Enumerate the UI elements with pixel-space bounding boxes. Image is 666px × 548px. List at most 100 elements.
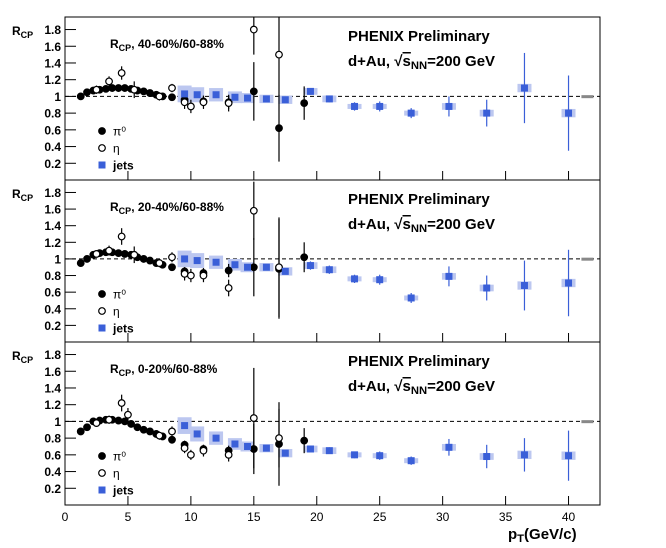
y-tick-label: 1.8 bbox=[44, 348, 61, 362]
legend-marker bbox=[98, 486, 106, 494]
marker bbox=[155, 259, 164, 267]
marker bbox=[120, 250, 129, 258]
marker bbox=[565, 279, 573, 287]
marker bbox=[445, 443, 453, 451]
plot-area bbox=[65, 367, 600, 486]
system-label-part: NN bbox=[411, 223, 427, 235]
marker bbox=[262, 444, 270, 452]
legend-label: π⁰ bbox=[113, 450, 126, 464]
plot-area bbox=[65, 17, 600, 162]
panel-label-part: CP bbox=[119, 43, 132, 53]
y-tick-label: 1.6 bbox=[44, 365, 61, 379]
marker bbox=[120, 417, 129, 426]
marker bbox=[181, 255, 189, 263]
system-label: d+Au, √sNN=200 GeV bbox=[348, 378, 495, 397]
y-axis-title: RCP bbox=[12, 24, 33, 40]
marker bbox=[224, 99, 233, 107]
marker bbox=[155, 431, 164, 440]
marker bbox=[262, 95, 270, 103]
system-label-part: d+Au, √ bbox=[348, 216, 403, 233]
marker bbox=[83, 255, 91, 263]
marker bbox=[325, 266, 333, 274]
marker bbox=[249, 87, 258, 96]
marker bbox=[199, 446, 208, 455]
marker bbox=[483, 109, 491, 117]
marker bbox=[483, 284, 491, 292]
legend-label: η bbox=[113, 142, 120, 156]
marker bbox=[180, 269, 189, 278]
marker bbox=[155, 92, 164, 101]
y-tick-label: 0.6 bbox=[44, 448, 61, 462]
marker bbox=[249, 25, 258, 34]
system-label-part: NN bbox=[411, 60, 427, 72]
panel-label-part: CP bbox=[119, 206, 132, 216]
marker bbox=[565, 109, 573, 117]
marker bbox=[249, 414, 258, 422]
x-axis-title-part: T bbox=[517, 533, 524, 545]
marker bbox=[168, 253, 176, 262]
panel-label: RCP, 0-20%/60-88% bbox=[110, 362, 218, 378]
legend-label: π⁰ bbox=[113, 288, 126, 302]
system-label: d+Au, √sNN=200 GeV bbox=[348, 216, 495, 235]
marker bbox=[117, 69, 126, 77]
system-label-part: d+Au, √ bbox=[348, 53, 403, 70]
y-tick-label: 0.4 bbox=[44, 302, 61, 316]
legend-marker bbox=[98, 290, 106, 298]
legend-marker bbox=[98, 127, 106, 135]
marker bbox=[168, 93, 176, 102]
y-tick-label: 1.2 bbox=[44, 236, 61, 250]
legend-label: jets bbox=[112, 159, 134, 173]
marker bbox=[180, 98, 189, 107]
panel-label-part: , 40-60%/60-88% bbox=[131, 37, 224, 51]
marker bbox=[146, 256, 154, 265]
y-axis-title: RCP bbox=[12, 187, 33, 203]
marker bbox=[168, 427, 176, 436]
legend-label: η bbox=[113, 467, 120, 481]
y-tick-label: 1.4 bbox=[44, 381, 61, 395]
marker bbox=[146, 89, 154, 97]
marker bbox=[281, 96, 289, 104]
marker bbox=[244, 263, 252, 271]
marker bbox=[193, 257, 201, 265]
y-axis-title-part: CP bbox=[21, 355, 34, 365]
marker bbox=[281, 449, 289, 457]
marker bbox=[300, 99, 309, 107]
x-tick-label: 15 bbox=[247, 510, 261, 524]
y-axis-title-part: R bbox=[12, 349, 21, 363]
y-tick-label: 0.4 bbox=[44, 140, 61, 154]
norm-box bbox=[581, 257, 594, 261]
panel-label-part: , 20-40%/60-88% bbox=[131, 200, 224, 214]
y-tick-label: 0.2 bbox=[44, 482, 61, 496]
legend-label: π⁰ bbox=[113, 125, 126, 139]
norm-box bbox=[581, 95, 594, 99]
panel-label: RCP, 20-40%/60-88% bbox=[110, 200, 224, 216]
marker bbox=[224, 284, 233, 292]
marker bbox=[181, 422, 189, 430]
marker bbox=[76, 259, 85, 267]
y-tick-label: 0.8 bbox=[44, 107, 61, 121]
marker bbox=[407, 109, 415, 117]
norm-box bbox=[581, 420, 594, 424]
marker bbox=[483, 453, 491, 461]
marker bbox=[124, 410, 132, 419]
marker bbox=[168, 84, 176, 92]
legend-label: jets bbox=[112, 322, 134, 336]
system-label-part: =200 GeV bbox=[427, 216, 495, 233]
marker bbox=[130, 250, 139, 259]
marker bbox=[114, 249, 123, 258]
marker bbox=[224, 266, 233, 275]
y-axis-title: RCP bbox=[12, 349, 33, 365]
marker bbox=[168, 435, 176, 444]
marker bbox=[120, 84, 129, 92]
marker bbox=[186, 450, 195, 459]
marker bbox=[376, 276, 384, 284]
y-tick-label: 1 bbox=[54, 415, 61, 429]
marker bbox=[181, 90, 189, 98]
y-tick-label: 0.8 bbox=[44, 432, 61, 446]
marker bbox=[92, 250, 101, 258]
marker bbox=[520, 84, 528, 92]
x-tick-label: 35 bbox=[499, 510, 513, 524]
marker bbox=[212, 91, 220, 99]
y-tick-label: 1.2 bbox=[44, 398, 61, 412]
marker bbox=[306, 445, 314, 453]
